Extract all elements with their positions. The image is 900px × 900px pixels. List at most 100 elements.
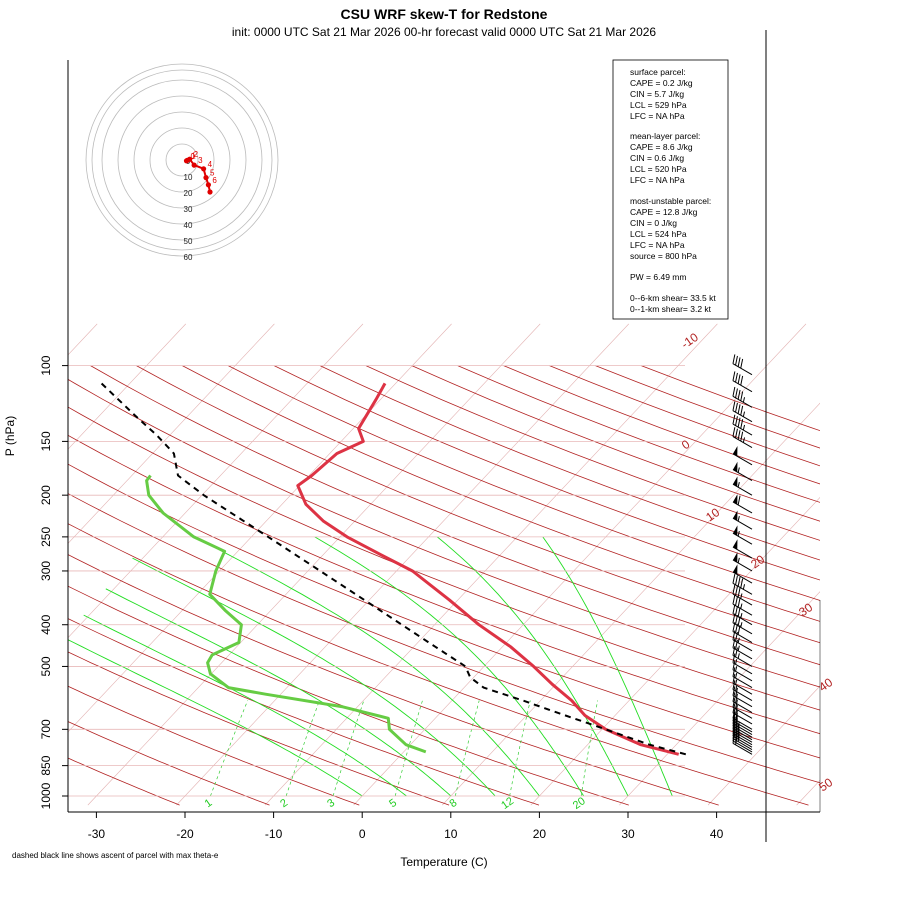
wind-barb-half <box>742 437 746 443</box>
hodograph-ring-label: 50 <box>184 237 193 246</box>
wind-barb-half <box>742 397 746 403</box>
mixing-ratio-line <box>454 700 480 797</box>
wind-barb-full <box>737 374 741 384</box>
wind-barb-full <box>735 388 738 398</box>
wind-barb-full <box>732 686 736 696</box>
mixing-ratio-line <box>394 700 423 797</box>
hodograph-background <box>92 70 272 250</box>
temperature-tick-label: 20 <box>533 827 547 841</box>
hodograph-point <box>191 162 197 168</box>
wind-barb-shaft <box>732 723 753 736</box>
dry-adiabat <box>228 365 820 601</box>
mean-layer-lcl: LCL = 520 hPa <box>630 164 687 174</box>
sounding-profiles <box>100 382 687 756</box>
moist-adiabat <box>83 614 407 797</box>
isotherm-line <box>707 685 820 806</box>
moist-adiabat <box>68 639 363 797</box>
wind-barb-shaft <box>732 728 753 741</box>
wind-barb-half <box>737 516 740 522</box>
mean-layer-cape: CAPE = 8.6 J/kg <box>630 142 693 152</box>
wind-barb-full <box>740 405 744 416</box>
wind-barb-full <box>737 576 741 587</box>
wind-barb-flag <box>732 552 738 563</box>
hodograph-point <box>203 175 209 181</box>
wind-barb-full <box>735 402 738 413</box>
wind-barb-flag <box>732 461 738 473</box>
wind-barb-full <box>735 586 738 596</box>
wind-barb-full <box>740 391 744 401</box>
dry-adiabat <box>503 365 820 485</box>
wind-barb-shaft <box>732 701 753 714</box>
wind-barb-half <box>735 679 738 685</box>
wind-barb-full <box>732 584 736 595</box>
pressure-tick-label: 1000 <box>39 782 53 809</box>
wind-barb-flag <box>732 539 738 550</box>
isotherm-line <box>885 324 900 805</box>
wind-barb-half <box>737 645 740 651</box>
most-unstable-cin: CIN = 0 J/kg <box>630 218 677 228</box>
wind-barb-shaft <box>732 436 753 448</box>
wind-barb-full <box>732 573 736 584</box>
hodograph-ring-label: 20 <box>184 189 193 198</box>
wind-barb-half <box>742 424 746 431</box>
temperature-tick-label: -10 <box>265 827 283 841</box>
hodograph-point-label: 0 <box>190 152 195 161</box>
wind-barb-full <box>732 594 736 605</box>
wind-barb-flag <box>732 476 738 487</box>
hodograph-ring-label: 10 <box>184 173 193 182</box>
wind-barb-full <box>735 355 738 366</box>
hodograph-ring <box>101 79 263 241</box>
wind-barb-shaft <box>732 395 753 408</box>
mixing-ratio-line <box>285 700 320 797</box>
wind-barb-half <box>737 557 740 564</box>
shear-0-1km: 0--1-km shear= 3.2 kt <box>630 304 712 314</box>
wind-barb-shaft <box>732 501 753 514</box>
temperature-tick-label: 10 <box>444 827 458 841</box>
wind-barb-full <box>737 357 741 367</box>
wind-barb-shaft <box>732 717 753 730</box>
wind-barb-full <box>732 653 736 663</box>
isotherm-line <box>353 323 807 806</box>
wind-barb-full <box>732 680 736 690</box>
wind-barb-flag <box>732 510 738 521</box>
wind-barb-flag <box>732 445 738 457</box>
wind-barb-full <box>732 414 736 425</box>
dry-adiabat <box>411 365 820 522</box>
wind-barb-shaft <box>732 469 753 482</box>
hodograph-ring-label: 40 <box>184 221 193 230</box>
isotherm-label: 10 <box>703 505 722 524</box>
wind-barb-half <box>735 672 738 679</box>
wind-barb-half <box>735 666 738 672</box>
wind-barb-shaft <box>732 742 753 755</box>
wind-barb-full <box>732 427 736 437</box>
wind-barb-shaft <box>732 622 753 635</box>
wind-barb-flag <box>732 494 738 505</box>
wind-barb-shaft <box>732 689 753 701</box>
hodograph-point-label: 2 <box>194 150 199 159</box>
wind-barb-full <box>737 587 741 598</box>
mixing-ratio-label: 5 <box>387 797 399 810</box>
temperature-tick-label: 40 <box>710 827 724 841</box>
hodograph-ring-label: 60 <box>184 253 193 262</box>
wind-barb-full <box>735 647 738 658</box>
wind-barb-full <box>735 428 738 439</box>
pressure-ticks: 100 150 200 250 300 400 500 700 850 1000 <box>39 355 68 809</box>
isotherm-line <box>68 323 275 544</box>
wind-barb-shaft <box>732 682 753 695</box>
wind-barb-full <box>737 607 741 617</box>
dry-adiabat <box>90 365 820 666</box>
wind-barb-shaft <box>732 730 753 743</box>
dry-adiabat <box>641 365 820 432</box>
wind-barb-half <box>737 467 740 473</box>
mean-layer-cin: CIN = 0.6 J/kg <box>630 153 684 163</box>
dry-adiabat <box>182 365 820 622</box>
wind-barb-shaft <box>732 740 753 753</box>
mixing-ratio-line <box>332 700 365 797</box>
dry-adiabat <box>68 406 820 711</box>
surface-lcl: LCL = 529 hPa <box>630 100 687 110</box>
isotherm-line <box>442 402 820 806</box>
wind-barb-flag <box>732 525 738 536</box>
wind-barb-half <box>740 613 743 619</box>
mixing-ratio-label: 12 <box>499 795 516 812</box>
